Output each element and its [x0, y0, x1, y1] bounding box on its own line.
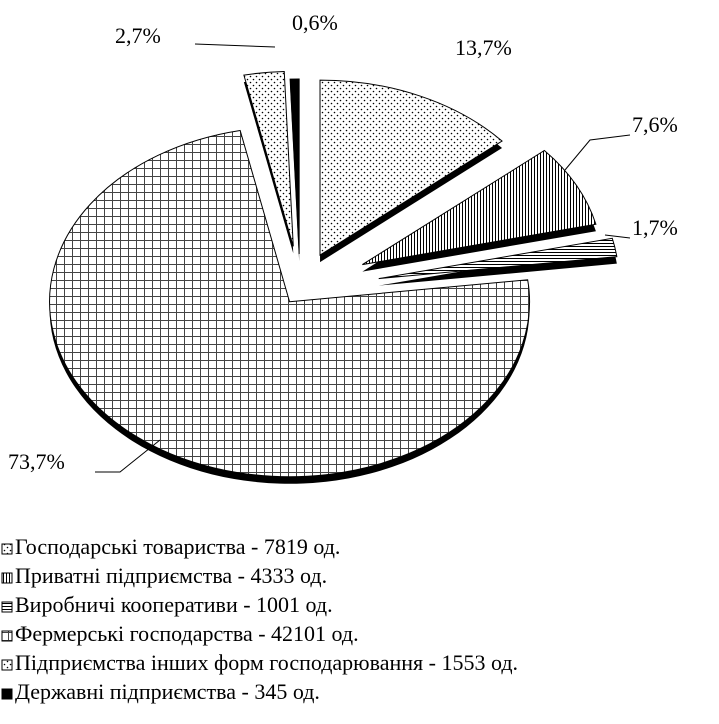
data-label: 7,6% [632, 112, 678, 137]
data-label: 0,6% [292, 10, 338, 35]
legend-label: Господарські товариства - 7819 од. [15, 534, 340, 559]
legend-swatch [1, 688, 13, 700]
data-label: 1,7% [632, 215, 678, 240]
legend-label: Державні підприємства - 345 од. [15, 679, 320, 704]
data-label: 2,7% [115, 23, 161, 48]
data-label: 13,7% [455, 35, 512, 60]
slice [319, 79, 503, 257]
legend-swatch [1, 572, 13, 584]
pie [49, 70, 618, 484]
slice [49, 129, 531, 478]
leader-line [604, 234, 631, 239]
legend-swatch [1, 630, 13, 642]
slice [289, 78, 300, 255]
slice [243, 70, 294, 247]
leader-line [564, 134, 631, 171]
leader-line [95, 439, 161, 473]
legend-label: Приватні підприємства - 4333 од. [15, 563, 327, 588]
leader-line [194, 43, 276, 48]
legend-swatch [1, 543, 13, 555]
data-label: 73,7% [8, 449, 65, 474]
legend-swatch [1, 601, 13, 613]
legend-label: Виробничі кооперативи - 1001 од. [15, 592, 333, 617]
slice [362, 149, 597, 266]
legend-label: Фермерські господарства - 42101 од. [15, 621, 359, 646]
slice [378, 237, 618, 280]
legend-swatch [1, 659, 13, 671]
legend-label: Підприємства інших форм господарювання -… [15, 650, 518, 675]
